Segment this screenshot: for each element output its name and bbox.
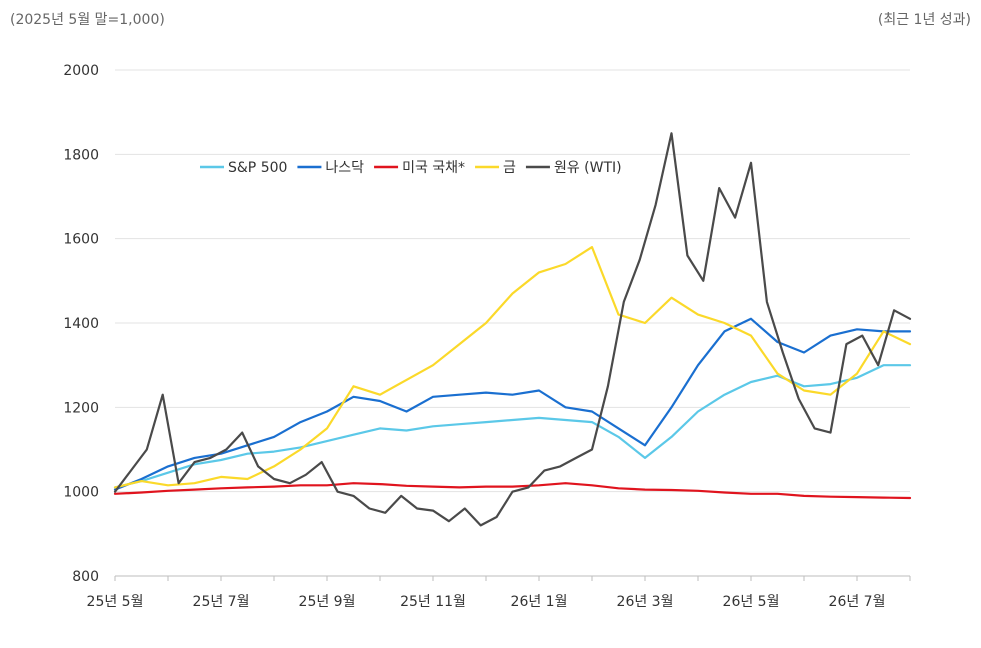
y-axis: 800 1000 1200 1400 1600 1800 2000 <box>63 63 99 585</box>
legend-label: 미국 국채* <box>402 160 465 176</box>
x-tick-label: 26년 1월 <box>511 594 568 610</box>
series-line-3 <box>113 246 912 489</box>
legend-label: S&P 500 <box>228 160 287 176</box>
series-line-1 <box>113 317 912 491</box>
x-tick-label: 25년 5월 <box>87 594 144 610</box>
x-tick-label: 25년 9월 <box>299 594 356 610</box>
series-line-0 <box>113 364 912 489</box>
legend-label: 원유 (WTI) <box>554 160 622 176</box>
x-axis: 25년 5월 25년 7월 25년 9월 25년 11월 26년 1월 26년 3월 26년… <box>87 575 911 610</box>
x-tick-label: 26년 3월 <box>617 594 674 610</box>
y-tick-label: 1400 <box>63 316 99 332</box>
y-tick-label: 2000 <box>63 63 99 79</box>
x-tick-label: 26년 5월 <box>723 594 780 610</box>
x-tick-label: 26년 7월 <box>829 594 886 610</box>
series-line-2 <box>113 482 912 500</box>
y-tick-label: 800 <box>72 569 99 585</box>
series-lines <box>113 132 912 527</box>
legend-label: 금 <box>503 160 516 176</box>
legend-label: 나스닥 <box>325 160 364 176</box>
y-tick-label: 1800 <box>63 147 99 163</box>
period-note: (최근 1년 성과) <box>877 12 971 28</box>
base-note: (2025년 5월 말=1,000) <box>10 12 165 28</box>
grid-lines <box>115 69 910 577</box>
x-tick-label: 25년 7월 <box>193 594 250 610</box>
x-tick-label: 25년 11월 <box>400 594 466 610</box>
legend: S&P 500 나스닥 미국 국채* 금 원유 (WTI) <box>200 160 622 176</box>
series-line-4 <box>113 132 912 527</box>
y-tick-label: 1600 <box>63 232 99 248</box>
y-tick-label: 1200 <box>63 400 99 416</box>
y-tick-label: 1000 <box>63 485 99 501</box>
